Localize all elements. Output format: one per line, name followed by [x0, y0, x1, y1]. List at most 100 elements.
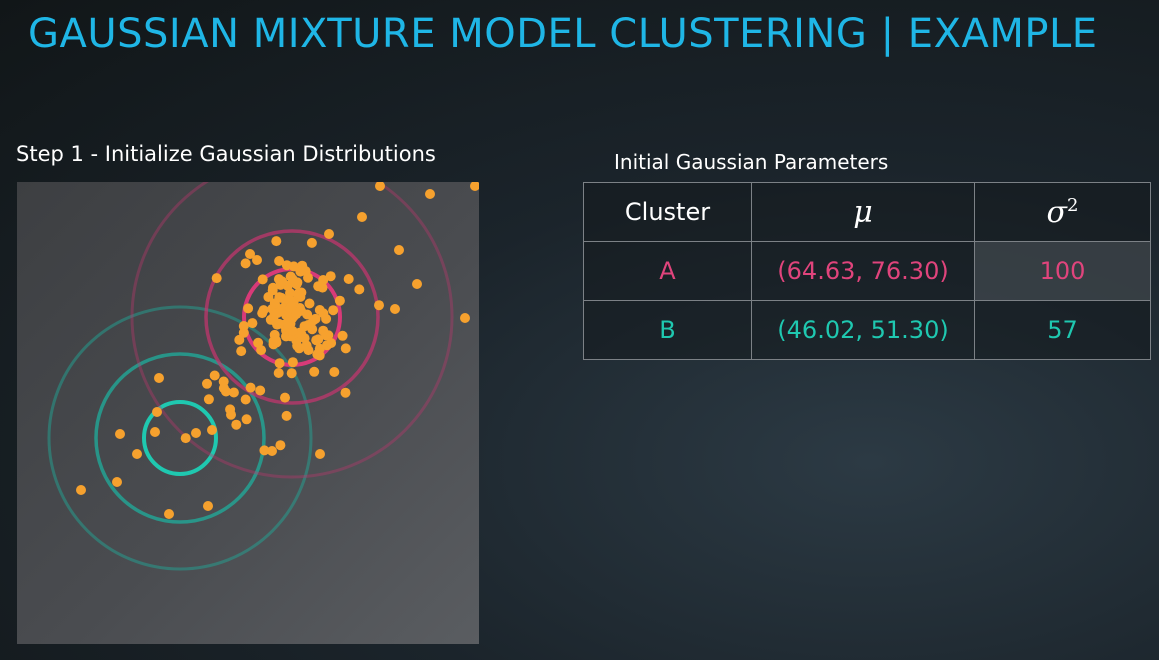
data-point	[274, 358, 285, 369]
data-point	[329, 367, 340, 377]
data-point	[258, 305, 269, 316]
data-point	[324, 229, 334, 239]
data-point	[273, 368, 284, 378]
data-point	[240, 258, 251, 269]
data-point	[334, 295, 345, 306]
data-point	[211, 273, 222, 284]
data-point	[255, 385, 266, 396]
data-point	[226, 409, 236, 420]
data-point	[317, 282, 328, 293]
data-point	[285, 271, 296, 282]
cluster-b-ring-2sigma	[94, 352, 266, 524]
data-point	[313, 334, 324, 345]
data-point	[374, 300, 384, 311]
header-cluster: Cluster	[583, 182, 752, 242]
data-point	[286, 368, 297, 379]
data-point	[326, 338, 337, 348]
data-point	[274, 318, 285, 329]
data-point	[191, 428, 201, 438]
data-point	[243, 303, 254, 314]
sigma-squared-symbol: σ2	[1047, 195, 1079, 230]
cluster-b-mean: (46.02, 51.30)	[751, 300, 975, 360]
cluster-a-name: A	[583, 241, 752, 301]
data-point	[328, 305, 339, 316]
table-header-row: Cluster μ σ2	[583, 182, 1151, 242]
data-point	[218, 376, 229, 387]
data-point	[202, 378, 212, 389]
data-point	[287, 325, 298, 336]
data-point	[354, 284, 365, 295]
data-point	[154, 373, 164, 383]
data-point	[310, 313, 321, 324]
data-point	[247, 318, 258, 329]
scatter-plot-canvas	[47, 182, 479, 571]
data-point	[228, 387, 239, 398]
data-point	[150, 427, 160, 437]
data-point	[343, 274, 354, 284]
data-point	[394, 245, 404, 255]
data-point	[390, 304, 400, 314]
data-point	[286, 300, 297, 311]
data-point	[293, 288, 304, 299]
data-point	[245, 382, 256, 393]
data-point	[309, 366, 320, 377]
data-point	[238, 321, 249, 331]
data-point	[112, 477, 122, 487]
data-point	[115, 429, 125, 439]
header-variance: σ2	[974, 182, 1151, 242]
data-point	[257, 274, 268, 285]
data-point	[321, 313, 332, 324]
data-point	[203, 501, 213, 511]
data-point	[253, 337, 264, 348]
data-point	[132, 449, 142, 459]
data-point	[240, 394, 251, 405]
cluster-b-variance: 57	[974, 300, 1151, 360]
data-point	[203, 394, 214, 405]
data-point	[321, 330, 332, 341]
data-point	[234, 334, 245, 345]
sigma-symbol: σ	[1046, 194, 1068, 230]
data-point	[267, 446, 277, 456]
cluster-b-ring-1sigma	[142, 400, 218, 476]
data-point	[241, 414, 252, 425]
data-point	[275, 440, 286, 451]
cluster-a-ring-2sigma	[204, 229, 380, 405]
data-point	[281, 410, 292, 421]
data-point	[357, 212, 367, 222]
data-point	[337, 330, 348, 341]
data-point	[287, 357, 298, 368]
gaussian-parameters-table: Cluster μ σ2 A (64.63, 76.30) 100 B (46.…	[583, 182, 1151, 360]
data-point	[164, 509, 174, 519]
data-point	[152, 407, 162, 417]
data-point	[245, 249, 255, 259]
scatter-plot	[17, 182, 479, 644]
data-point	[288, 261, 299, 272]
data-point	[470, 182, 479, 191]
cluster-a-ring-3sigma	[130, 182, 454, 479]
cluster-a-variance: 100	[974, 241, 1151, 301]
table-row: A (64.63, 76.30) 100	[583, 241, 1151, 301]
table-caption: Initial Gaussian Parameters	[614, 150, 889, 174]
data-point	[269, 309, 280, 320]
data-point	[340, 387, 351, 398]
data-point	[301, 340, 312, 351]
data-point	[325, 271, 336, 282]
data-point	[271, 236, 282, 247]
data-point	[231, 419, 242, 430]
data-point	[460, 313, 470, 323]
data-point	[236, 346, 247, 357]
data-point	[303, 320, 314, 330]
data-point	[76, 485, 86, 495]
header-mean: μ	[751, 182, 975, 242]
data-point	[425, 189, 435, 199]
data-point	[291, 309, 302, 320]
data-point	[314, 305, 325, 315]
data-point	[304, 298, 315, 309]
cluster-a-mean: (64.63, 76.30)	[751, 241, 975, 301]
sigma-exponent: 2	[1067, 194, 1079, 216]
data-point	[375, 182, 385, 191]
data-points	[76, 182, 479, 519]
data-point	[306, 237, 317, 248]
data-point	[207, 425, 217, 435]
cluster-b-gaussian-rings	[47, 305, 313, 571]
